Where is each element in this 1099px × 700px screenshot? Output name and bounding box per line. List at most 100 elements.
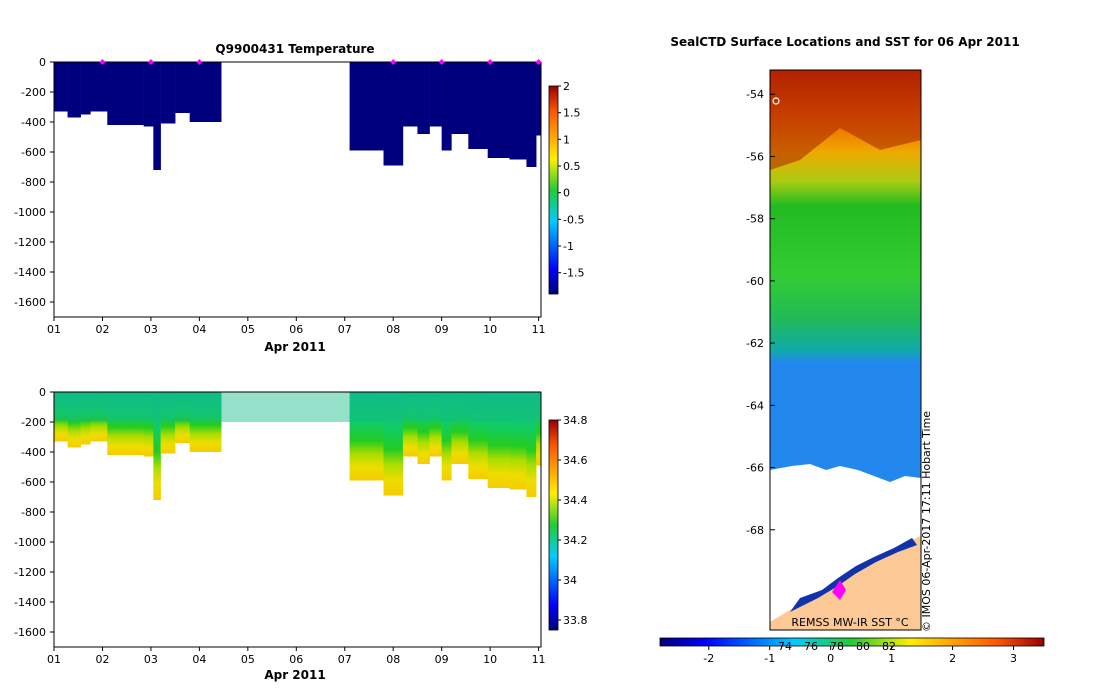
colorbar-tick-label: 33.8 <box>563 614 588 627</box>
profile-bar <box>417 392 430 464</box>
y-tick-label: -600 <box>21 476 46 489</box>
sst-source-label: REMSS MW-IR SST °C <box>791 616 909 629</box>
imos-credit: © IMOS 06-Apr-2017 17:11 Hobart Time <box>920 411 933 632</box>
temperature-colorbar-ticks: 2 1.5 1 0.5 0 -0.5 -1 -1.5 <box>558 80 584 280</box>
y-tick-label: -1200 <box>14 566 46 579</box>
profile-bar <box>509 62 527 160</box>
x-tick-label: 06 <box>289 323 303 336</box>
sst-colorbar-tick-label: -2 <box>703 652 714 665</box>
x-tick-label: 09 <box>435 323 449 336</box>
profile-bar <box>126 62 144 125</box>
profile-bar <box>153 62 161 170</box>
sst-colorbar <box>659 637 1045 647</box>
x-tick-label: 07 <box>338 323 352 336</box>
colorbar-tick-label: 1 <box>563 133 570 146</box>
y-tick-label: -1000 <box>14 536 46 549</box>
y-tick-label: -800 <box>21 176 46 189</box>
x-tick-label: 01 <box>47 653 61 666</box>
y-tick-label: -800 <box>21 506 46 519</box>
x-tick-label: 08 <box>386 323 400 336</box>
y-tick-label: 0 <box>39 56 46 69</box>
sst-colorbar-tick-label: -1 <box>764 652 775 665</box>
temperature-profiles <box>54 62 541 170</box>
map-longitude-ticks: 74 76 78 80 82 <box>778 640 896 653</box>
profile-bar <box>349 62 384 151</box>
y-tick-label: -1600 <box>14 296 46 309</box>
profile-bar <box>153 392 161 500</box>
profile-bar <box>90 392 108 442</box>
x-tick-label: 11 <box>532 323 546 336</box>
map-y-axis: -54 -56 -58 -60 -62 -64 -66 -68 <box>746 88 775 537</box>
profile-bar <box>54 62 68 112</box>
salinity-x-axis: 01 02 03 04 05 06 07 08 09 10 11 <box>47 647 546 666</box>
profile-bar <box>90 62 108 112</box>
y-tick-label: -200 <box>21 86 46 99</box>
colorbar-tick-label: 2 <box>563 80 570 93</box>
antarctic-land <box>770 536 921 630</box>
colorbar-tick-label: 1.5 <box>563 107 581 120</box>
profile-bar <box>383 392 404 496</box>
x-tick-label: 03 <box>144 653 158 666</box>
profile-bar <box>487 392 510 488</box>
surface-marker <box>487 59 494 65</box>
colorbar-tick-label: 34.2 <box>563 534 588 547</box>
colorbar-tick-label: 34 <box>563 574 577 587</box>
lon-tick-label: 76 <box>804 640 818 653</box>
x-tick-label: 05 <box>241 653 255 666</box>
surface-marker <box>196 59 203 65</box>
surface-marker <box>438 59 445 65</box>
sst-warm-patch <box>770 70 921 170</box>
profile-bar <box>451 62 469 134</box>
y-tick-label: -200 <box>21 416 46 429</box>
profile-bar <box>107 392 127 455</box>
sst-colorbar-tick-label: 1 <box>888 652 895 665</box>
y-tick-label: -1600 <box>14 626 46 639</box>
y-tick-label: -1400 <box>14 266 46 279</box>
profile-bar <box>441 62 452 151</box>
profile-bar <box>160 62 176 124</box>
salinity-y-axis: 0 -200 -400 -600 -800 -1000 -1200 -1400 -1600 <box>14 386 54 639</box>
salinity-colorbar-ticks: 34.8 34.6 34.4 34.2 34 33.8 <box>558 414 588 627</box>
salinity-x-label: Apr 2011 <box>264 668 325 682</box>
x-tick-label: 01 <box>47 323 61 336</box>
colorbar-tick-label: 0.5 <box>563 160 581 173</box>
y-tick-label: -1200 <box>14 236 46 249</box>
map-title: SealCTD Surface Locations and SST for 06… <box>670 35 1019 49</box>
profile-bar <box>402 62 418 127</box>
y-tick-label: -400 <box>21 116 46 129</box>
lat-tick-label: -60 <box>746 275 764 288</box>
x-tick-label: 10 <box>483 653 497 666</box>
profile-bar <box>67 392 81 448</box>
profile-bar <box>429 62 442 127</box>
x-tick-label: 11 <box>532 653 546 666</box>
temperature-colorbar <box>548 85 559 295</box>
x-tick-label: 03 <box>144 323 158 336</box>
surface-marker <box>390 59 397 65</box>
surface-marker <box>147 59 154 65</box>
profile-bar <box>189 62 222 122</box>
profile-bar <box>54 392 68 442</box>
colorbar-tick-label: 34.6 <box>563 454 588 467</box>
profile-bar <box>143 392 154 457</box>
profile-bar <box>67 62 81 118</box>
salinity-colorbar <box>548 419 559 631</box>
profile-bar <box>441 392 452 481</box>
x-tick-label: 07 <box>338 653 352 666</box>
y-tick-label: 0 <box>39 386 46 399</box>
profile-bar <box>80 392 91 445</box>
x-tick-label: 04 <box>192 653 206 666</box>
lon-tick-label: 80 <box>856 640 870 653</box>
surface-marker <box>99 59 106 65</box>
profile-bar <box>487 62 510 158</box>
profile-bar <box>468 392 488 479</box>
x-tick-label: 06 <box>289 653 303 666</box>
temperature-panel: Q9900431 Temperature 0 -200 -400 -600 -800 -1… <box>14 42 584 354</box>
x-tick-label: 09 <box>435 653 449 666</box>
sst-colorbar-tick-label: 2 <box>949 652 956 665</box>
profile-bar <box>429 392 442 457</box>
lon-tick-label: 74 <box>778 640 792 653</box>
sst-colorbar-tick-label: 0 <box>827 652 834 665</box>
profile-bar <box>451 392 469 464</box>
colorbar-tick-label: -0.5 <box>563 213 584 226</box>
x-tick-label: 10 <box>483 323 497 336</box>
